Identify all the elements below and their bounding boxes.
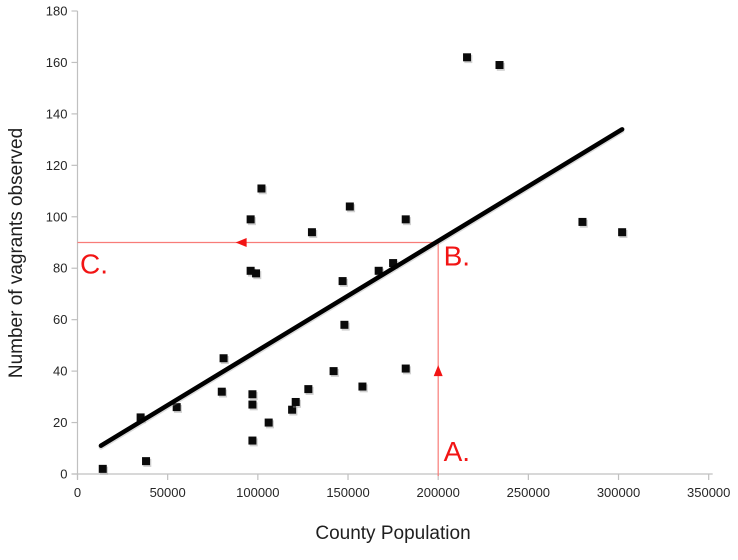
data-point-marker	[389, 259, 398, 268]
x-tick-label: 300000	[597, 485, 640, 500]
data-point-marker	[142, 457, 151, 466]
y-tick-label: 120	[46, 158, 68, 173]
y-tick-label: 140	[46, 106, 68, 121]
data-point-marker	[248, 400, 257, 409]
data-point-marker	[495, 61, 504, 70]
x-tick-label: 0	[74, 485, 81, 500]
data-point-marker	[401, 215, 410, 224]
data-point-marker	[98, 464, 107, 473]
data-point-marker	[338, 277, 347, 286]
data-point-marker	[345, 202, 354, 211]
data-point-marker	[463, 53, 472, 62]
data-point-marker	[252, 269, 261, 278]
annotation-label-a: A.	[444, 436, 470, 467]
data-point-marker	[288, 405, 297, 414]
y-tick-label: 100	[46, 209, 68, 224]
y-axis-title: Number of vagrants observed	[6, 127, 27, 379]
x-tick-label: 150000	[326, 485, 369, 500]
data-point-marker	[246, 266, 255, 275]
x-tick-label: 250000	[507, 485, 550, 500]
y-tick-label: 0	[60, 467, 67, 482]
x-axis-title: County Population	[315, 523, 471, 544]
data-point-marker	[374, 266, 383, 275]
data-point-marker	[401, 364, 410, 373]
x-tick-label: 50000	[150, 485, 186, 500]
data-point-marker	[246, 215, 255, 224]
data-point-marker	[340, 320, 349, 329]
data-point-marker	[264, 418, 273, 427]
y-tick-label: 180	[46, 4, 68, 19]
y-tick-label: 160	[46, 55, 68, 70]
data-point-marker	[304, 385, 313, 394]
data-point-marker	[578, 217, 587, 226]
data-point-marker	[248, 390, 257, 399]
left-arrowhead-icon	[235, 238, 247, 247]
y-tick-label: 60	[53, 312, 67, 327]
y-tick-label: 80	[53, 261, 67, 276]
data-point-marker	[329, 367, 338, 376]
x-tick-label: 200000	[416, 485, 459, 500]
data-point-marker	[219, 354, 228, 363]
x-tick-label: 100000	[236, 485, 279, 500]
trend-line	[98, 127, 625, 448]
data-point-marker	[136, 413, 145, 422]
data-point-marker	[358, 382, 367, 391]
y-tick-label: 20	[53, 415, 67, 430]
up-arrowhead-icon	[433, 365, 443, 377]
annotation-label-b: B.	[444, 241, 470, 272]
data-point-marker	[248, 436, 257, 445]
data-point-marker	[172, 403, 181, 412]
data-point-marker	[618, 228, 627, 237]
y-tick-label: 40	[53, 364, 67, 379]
x-tick-label: 350000	[687, 485, 730, 500]
data-point-marker	[307, 228, 316, 237]
data-point-marker	[217, 387, 226, 396]
data-point-marker	[291, 397, 300, 406]
annotation-label-c: C.	[80, 248, 108, 279]
data-point-marker	[257, 184, 266, 193]
